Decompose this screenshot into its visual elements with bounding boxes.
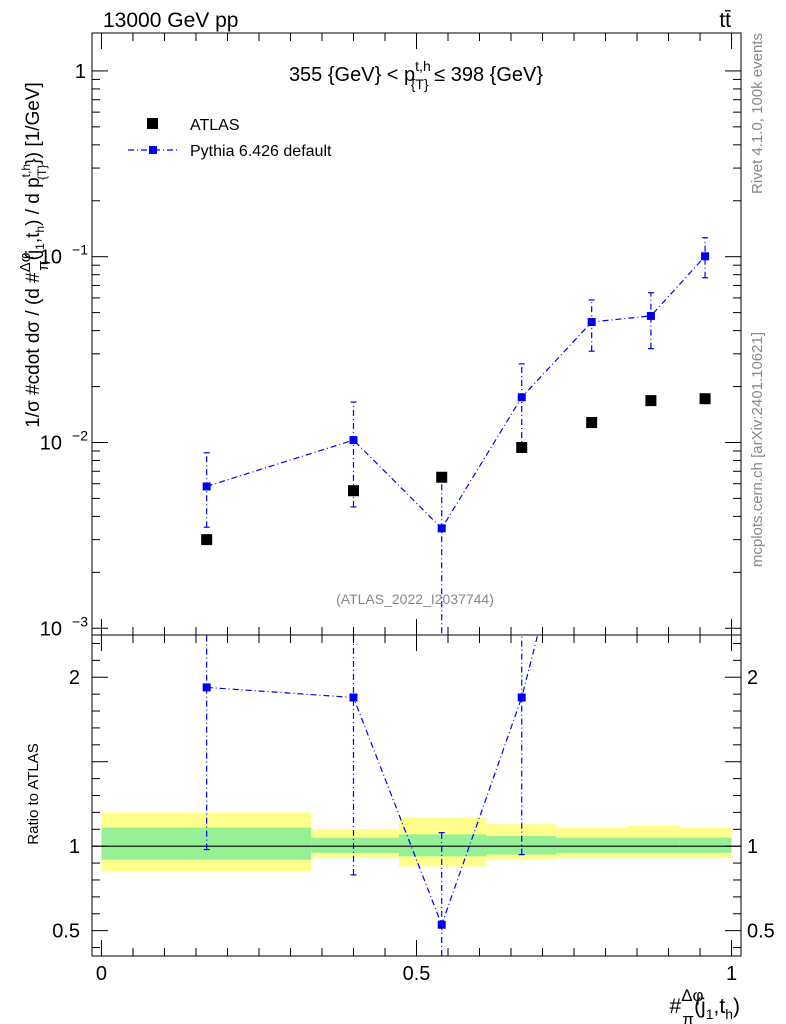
atlas-point bbox=[347, 485, 359, 497]
atlas-point bbox=[699, 393, 711, 405]
ratio-y-tick-label-right: 1 bbox=[747, 836, 758, 858]
ratio-series-group bbox=[92, 635, 741, 956]
mcplots-label: mcplots.cern.ch [arXiv:2401.10621] bbox=[749, 332, 766, 567]
pythia-point bbox=[349, 436, 358, 445]
atlas-point bbox=[201, 534, 213, 546]
pythia-point bbox=[701, 252, 710, 261]
legend: ATLAS Pythia 6.426 default bbox=[128, 117, 332, 160]
legend-atlas-marker bbox=[147, 118, 158, 129]
legend-atlas-label: ATLAS bbox=[190, 117, 240, 134]
x-tick-label: 1 bbox=[726, 963, 737, 985]
ratio-y-tick-label-left: 1 bbox=[69, 836, 80, 858]
analysis-label: (ATLAS_2022_I2037744) bbox=[336, 591, 494, 607]
x-tick-label: 0.5 bbox=[403, 963, 431, 985]
x-tick-label: 0 bbox=[96, 963, 107, 985]
main-y-tick-label: 10 bbox=[40, 247, 62, 269]
pythia-point bbox=[517, 393, 526, 402]
ratio-pythia-point bbox=[349, 693, 358, 702]
ratio-y-tick-label-right: 2 bbox=[747, 667, 758, 689]
main-y-tick-label: 10 bbox=[40, 618, 62, 640]
x-axis-label: #Δφ π(j1,th) bbox=[670, 986, 741, 1024]
atlas-point bbox=[516, 441, 528, 453]
ratio-pythia-point bbox=[517, 693, 526, 702]
pythia-point bbox=[437, 524, 446, 533]
main-y-tick-label: 10 bbox=[40, 432, 62, 454]
ratio-band-green bbox=[311, 837, 399, 853]
pythia-line bbox=[206, 255, 706, 530]
atlas-point bbox=[645, 395, 657, 407]
ratio-panel: 0.5 0.5 1 1 2 2 0 0.5 1 bbox=[52, 33, 775, 985]
beam-label: 13000 GeV pp bbox=[103, 9, 238, 32]
main-series-group bbox=[201, 237, 711, 635]
atlas-point bbox=[586, 417, 598, 429]
ratio-ticks: 0.5 0.5 1 1 2 2 0 0.5 1 bbox=[52, 33, 775, 985]
pythia-point bbox=[587, 318, 596, 327]
rivet-label: Rivet 4.1.0, 100k events bbox=[749, 33, 766, 194]
ratio-plot-area bbox=[92, 635, 741, 956]
main-y-tick-label: 1 bbox=[75, 61, 86, 83]
ratio-y-tick-label-left: 0.5 bbox=[52, 921, 80, 943]
ratio-band-green bbox=[398, 834, 487, 857]
main-title: 355 {GeV} < pt,h {T} ≤ 398 {GeV} bbox=[289, 58, 543, 92]
main-y-tick-exponent: −3 bbox=[72, 613, 88, 629]
atlas-point bbox=[436, 471, 448, 483]
main-plot-area bbox=[201, 237, 711, 635]
legend-pythia-marker bbox=[149, 146, 157, 154]
ratio-band-green bbox=[556, 837, 627, 853]
main-panel: 1 10 −1 10 −2 10 −3 355 {GeV} < pt,h {T} ≤ 398 … bbox=[40, 32, 742, 640]
main-y-tick-exponent: −1 bbox=[72, 242, 88, 258]
pythia-point bbox=[202, 482, 211, 491]
ratio-y-axis-label: Ratio to ATLAS bbox=[25, 743, 42, 844]
ratio-frame bbox=[91, 634, 742, 957]
ratio-band-green bbox=[679, 837, 732, 853]
process-label: tt̄ bbox=[719, 9, 731, 32]
ratio-pythia-point bbox=[437, 920, 446, 929]
ratio-band-green bbox=[626, 837, 680, 853]
main-y-ticks: 1 10 −1 10 −2 10 −3 bbox=[40, 61, 741, 640]
ratio-pythia-point bbox=[202, 683, 211, 692]
ratio-y-tick-label-right: 0.5 bbox=[747, 921, 775, 943]
ratio-y-tick-label-left: 2 bbox=[69, 667, 80, 689]
legend-pythia-label: Pythia 6.426 default bbox=[190, 143, 332, 160]
pythia-point bbox=[646, 311, 655, 320]
main-y-tick-exponent: −2 bbox=[72, 427, 88, 443]
